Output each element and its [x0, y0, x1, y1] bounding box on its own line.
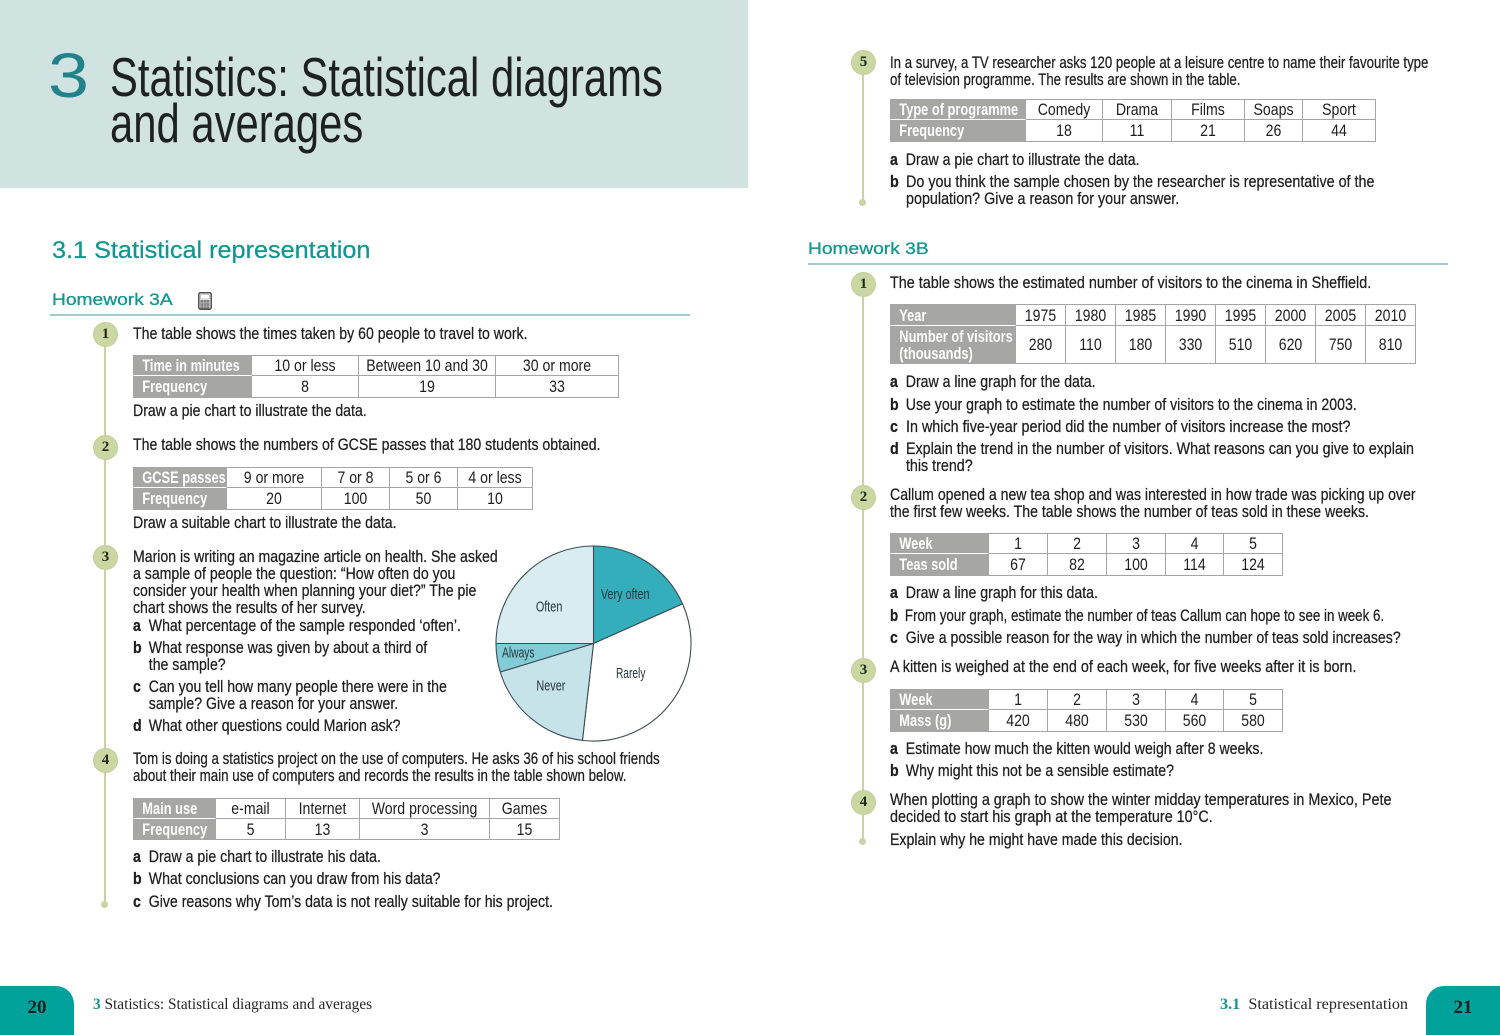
svg-text:Rarely: Rarely — [616, 665, 646, 682]
svg-text:Very often: Very often — [601, 586, 650, 603]
svg-text:Never: Never — [536, 677, 565, 694]
svg-text:Always: Always — [502, 645, 535, 662]
svg-text:Often: Often — [536, 598, 563, 615]
